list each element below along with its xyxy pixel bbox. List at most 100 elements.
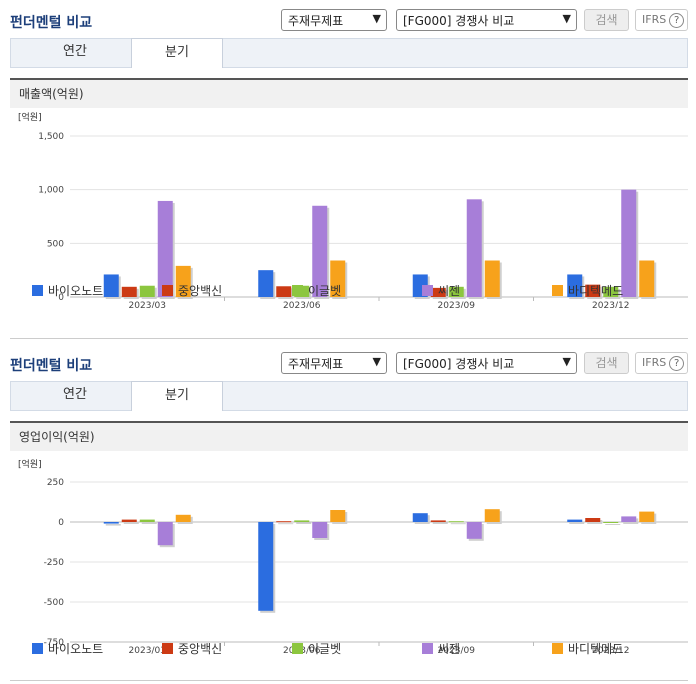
operating-profit-chart-svg: [억원]-750-500-25002502023/032023/062023/0… (18, 458, 688, 656)
bar (258, 270, 274, 297)
legend-swatch (162, 285, 173, 296)
bar (312, 522, 328, 538)
bar (103, 274, 119, 297)
bar (139, 285, 155, 297)
x-tick-label: 2023/12 (592, 301, 629, 308)
chart-panel-title: 매출액(억원) (10, 78, 688, 108)
legend-item[interactable]: 중앙백신 (162, 282, 222, 299)
bar (466, 522, 482, 539)
bar (157, 522, 173, 546)
y-tick-label: -500 (44, 598, 65, 608)
bar (639, 260, 655, 297)
legend-swatch (32, 285, 43, 296)
x-tick-label: 2023/09 (438, 301, 476, 308)
search-button[interactable]: 검색 (584, 352, 629, 374)
x-tick-label: 2023/06 (283, 301, 321, 308)
ifrs-help-button[interactable]: IFRS? (635, 352, 688, 374)
legend-swatch (292, 643, 303, 654)
legend-swatch (422, 285, 433, 296)
chevron-down-icon: ▼ (372, 355, 381, 368)
y-tick-label: 1,500 (38, 132, 64, 142)
legend-swatch (162, 643, 173, 654)
y-unit-label: [억원] (18, 458, 42, 470)
bar-shadow (296, 522, 312, 524)
divider (10, 338, 688, 339)
x-tick-label: 2023/12 (592, 646, 629, 656)
y-tick-label: 0 (58, 293, 64, 303)
legend-label: 중앙백신 (178, 284, 223, 298)
bar (175, 514, 191, 522)
bar-shadow (432, 522, 448, 524)
tab-annual[interactable]: 연간 (63, 387, 87, 402)
legend-item[interactable]: 씨젠 (422, 282, 460, 299)
legend-item[interactable]: 바디텍메드 (552, 282, 623, 299)
bar (567, 274, 583, 297)
y-tick-label: -250 (44, 558, 65, 568)
legend-item[interactable]: 씨젠 (422, 640, 460, 657)
chevron-down-icon: ▼ (372, 12, 381, 25)
section-operating-profit: 펀더멘털 비교 주재무제표 ▼ [FG000] 경쟁사 비교 ▼ 검색 IFRS… (0, 343, 696, 666)
peer-select[interactable]: [FG000] 경쟁사 비교 ▼ (396, 9, 577, 31)
chevron-down-icon: ▼ (562, 12, 571, 25)
bar (139, 519, 155, 522)
legend-item[interactable]: 바디텍메드 (552, 640, 623, 657)
bar (484, 260, 500, 297)
legend-label: 씨젠 (438, 642, 461, 656)
legend-item[interactable]: 바이오노트 (32, 640, 103, 657)
bar (276, 521, 292, 523)
section-header: 펀더멘털 비교 주재무제표 ▼ [FG000] 경쟁사 비교 ▼ 검색 IFRS… (0, 343, 696, 381)
bar-shadow (605, 524, 621, 525)
bar (121, 519, 137, 522)
section-header: 펀더멘털 비교 주재무제표 ▼ [FG000] 경쟁사 비교 ▼ 검색 IFRS… (0, 0, 696, 38)
bar (621, 189, 637, 297)
statement-select-value: 주재무제표 (288, 357, 344, 371)
peer-select-value: [FG000] 경쟁사 비교 (403, 14, 515, 28)
legend-swatch (292, 285, 303, 296)
statement-select-value: 주재무제표 (288, 14, 344, 28)
y-tick-label: 250 (47, 478, 64, 488)
bar-shadow (141, 521, 157, 524)
legend-label: 씨젠 (438, 284, 461, 298)
search-button[interactable]: 검색 (584, 9, 629, 31)
legend-item[interactable]: 이글벳 (292, 640, 341, 657)
legend-item[interactable]: 바이오노트 (32, 282, 103, 299)
bar (258, 522, 274, 611)
bar-shadow (569, 521, 585, 524)
tab-quarterly[interactable]: 분기 (131, 38, 223, 68)
legend-item[interactable]: 중앙백신 (162, 640, 222, 657)
bar (276, 286, 292, 297)
bar (603, 522, 619, 523)
section-title: 펀더멘털 비교 (10, 15, 93, 31)
bar (448, 286, 464, 297)
ifrs-label: IFRS (642, 13, 667, 26)
bar (175, 265, 191, 297)
tab-annual[interactable]: 연간 (63, 44, 87, 59)
legend-label: 바이오노트 (48, 284, 104, 298)
bar (412, 513, 428, 522)
revenue-chart: [억원] 0 500 1,000 1,500 2023/03 2023/06 2023/09 2… (10, 108, 688, 311)
chart-panel-title: 영업이익(억원) (10, 421, 688, 451)
bar (484, 509, 500, 522)
help-icon: ? (669, 13, 685, 28)
statement-select[interactable]: 주재무제표 ▼ (281, 352, 387, 374)
ifrs-help-button[interactable]: IFRS? (635, 9, 688, 31)
x-tick-label: 2023/09 (438, 646, 476, 656)
bar (621, 516, 637, 522)
statement-select[interactable]: 주재무제표 ▼ (281, 9, 387, 31)
y-tick-label: 500 (47, 239, 64, 249)
bar (585, 518, 601, 522)
bar-shadow (123, 521, 139, 524)
peer-select[interactable]: [FG000] 경쟁사 비교 ▼ (396, 352, 577, 374)
bar (603, 286, 619, 297)
y-tick-label: 1,000 (38, 186, 64, 196)
tab-quarterly[interactable]: 분기 (131, 381, 223, 411)
x-tick-label: 2023/03 (129, 646, 166, 656)
ifrs-label: IFRS (642, 356, 667, 369)
legend-label: 중앙백신 (178, 642, 223, 656)
legend-swatch (552, 285, 563, 296)
peer-select-value: [FG000] 경쟁사 비교 (403, 357, 515, 371)
period-tabs: 연간 분기 (10, 381, 688, 411)
legend-label: 바디텍메드 (568, 642, 624, 656)
legend-item[interactable]: 이글벳 (292, 282, 341, 299)
legend-label: 바디텍메드 (568, 284, 624, 298)
